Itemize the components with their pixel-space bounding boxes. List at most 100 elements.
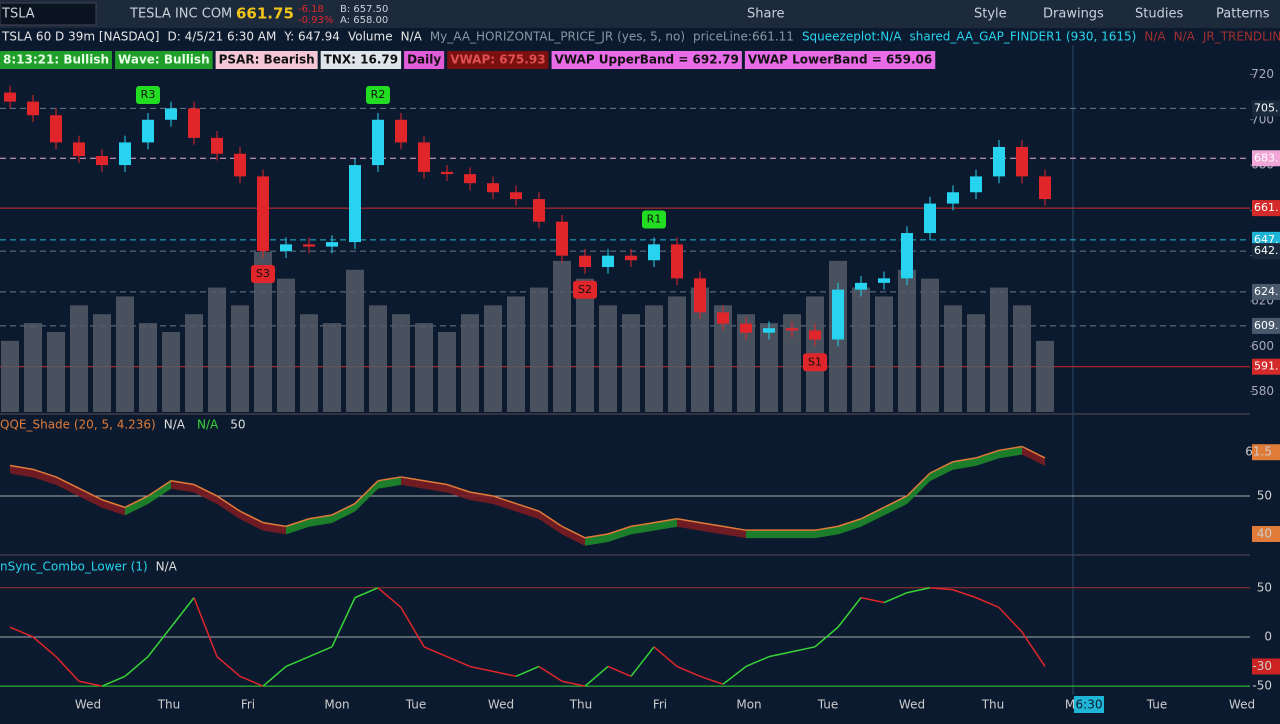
header-item: Volume (348, 30, 393, 44)
volume-bar (990, 287, 1008, 412)
indicator-segment (929, 461, 954, 474)
price-label: 624. (1254, 285, 1279, 298)
toolbar (0, 0, 1280, 28)
indicator-segment (538, 510, 563, 528)
study-label: 50 (230, 418, 245, 432)
price-label: 705. (1254, 101, 1279, 114)
indicator-segment (55, 476, 80, 490)
candle-body (372, 119, 384, 166)
indicator-segment (906, 587, 931, 594)
indicator-segment (998, 606, 1023, 633)
qqe-shade (907, 473, 930, 504)
qqe-shade (79, 488, 102, 508)
candle-body (832, 289, 844, 340)
indicator-segment (1021, 631, 1046, 667)
value-box (1252, 525, 1280, 542)
drawings-button[interactable]: Drawings (1043, 7, 1104, 22)
candle-body (602, 255, 614, 268)
qqe-shade (102, 499, 125, 516)
indicator-segment (331, 502, 356, 516)
study-label: N/A (197, 418, 219, 432)
indicator-segment (193, 597, 218, 657)
pivot-box (251, 264, 275, 283)
patterns-button[interactable]: Patterns (1216, 7, 1270, 22)
indicator-segment (860, 596, 885, 604)
volume-bar (530, 287, 548, 412)
time-box (1074, 696, 1104, 713)
candle-body (993, 146, 1005, 177)
indicator-segment (860, 506, 885, 520)
header-item: N/A (1144, 30, 1166, 44)
y-tick-label: 720 (1251, 67, 1274, 81)
indicator-segment (492, 670, 517, 678)
indicator-segment (239, 675, 264, 687)
style-button[interactable]: Style (974, 7, 1007, 22)
x-tick-label: Wed (488, 698, 514, 712)
badge-text: Daily (407, 53, 441, 67)
indicator-segment (584, 533, 609, 539)
x-tick-label: Mon (736, 698, 761, 712)
candle-body (303, 244, 315, 247)
candle-body (234, 153, 246, 177)
volume-bar (714, 305, 732, 412)
indicator-segment (446, 655, 471, 668)
badge-text: 8:13:21: Bullish (3, 53, 109, 67)
volume-bar (852, 287, 870, 412)
share-button[interactable]: Share (747, 7, 785, 22)
qqe-shade (493, 495, 516, 512)
symbol-box[interactable] (0, 2, 97, 26)
y-tick-label: 50 (1257, 580, 1272, 594)
candle-body (441, 171, 453, 175)
badge (744, 51, 936, 69)
studies-button[interactable]: Studies (1135, 7, 1183, 22)
indicator-segment (423, 479, 448, 486)
badge (551, 51, 742, 69)
indicator-segment (630, 521, 655, 528)
badge-text: PSAR: Bearish (219, 53, 315, 67)
badge-text: VWAP UpperBand = 692.79 (555, 53, 739, 67)
qqe-shade (608, 526, 631, 542)
company: TESLA INC COM (129, 7, 232, 22)
indicator-segment (400, 476, 425, 482)
indicator-segment (400, 607, 425, 648)
value-box (1252, 658, 1280, 675)
volume-bar (737, 314, 755, 412)
time-label: 6:30 (1076, 698, 1103, 712)
indicator-segment (837, 597, 862, 628)
candle-body (625, 255, 637, 261)
candle-body (556, 221, 568, 256)
badge-text: Wave: Bullish (118, 53, 210, 67)
qqe-shade (1022, 446, 1045, 466)
qqe-shade (332, 503, 355, 523)
qqe-shade (33, 469, 56, 485)
indicator-segment (975, 596, 1000, 609)
candle-body (901, 233, 913, 279)
y-tick-label: 600 (1251, 339, 1274, 353)
indicator-segment (147, 480, 172, 497)
qqe-shade (838, 518, 861, 535)
qqe-shade (746, 530, 769, 539)
indicator-segment (285, 518, 310, 528)
indicator-segment (837, 518, 862, 528)
indicator-segment (538, 665, 563, 682)
candle-body (211, 137, 223, 154)
header-item: shared_AA_GAP_FINDER1 (930, 1615) (910, 30, 1137, 44)
badge (0, 51, 113, 69)
indicator-segment (561, 680, 586, 687)
price-label-box (1252, 200, 1280, 217)
x-tick-label: Wed (1229, 698, 1255, 712)
candle-body (349, 165, 361, 243)
pivot-label: R1 (647, 213, 662, 226)
pivot-label: R3 (141, 88, 156, 101)
badge (404, 51, 445, 69)
indicator-segment (745, 655, 770, 668)
x-tick-label: Wed (75, 698, 101, 712)
symbol[interactable]: TSLA (1, 7, 35, 22)
indicator-segment (584, 665, 609, 687)
volume-bar (70, 305, 88, 412)
volume-bar (1, 340, 19, 412)
volume-bar (898, 269, 916, 412)
x-tick-label: Thu (157, 698, 181, 712)
price-label-box (1252, 283, 1280, 300)
header-item: JR_TRENDLINE (1202, 30, 1280, 44)
